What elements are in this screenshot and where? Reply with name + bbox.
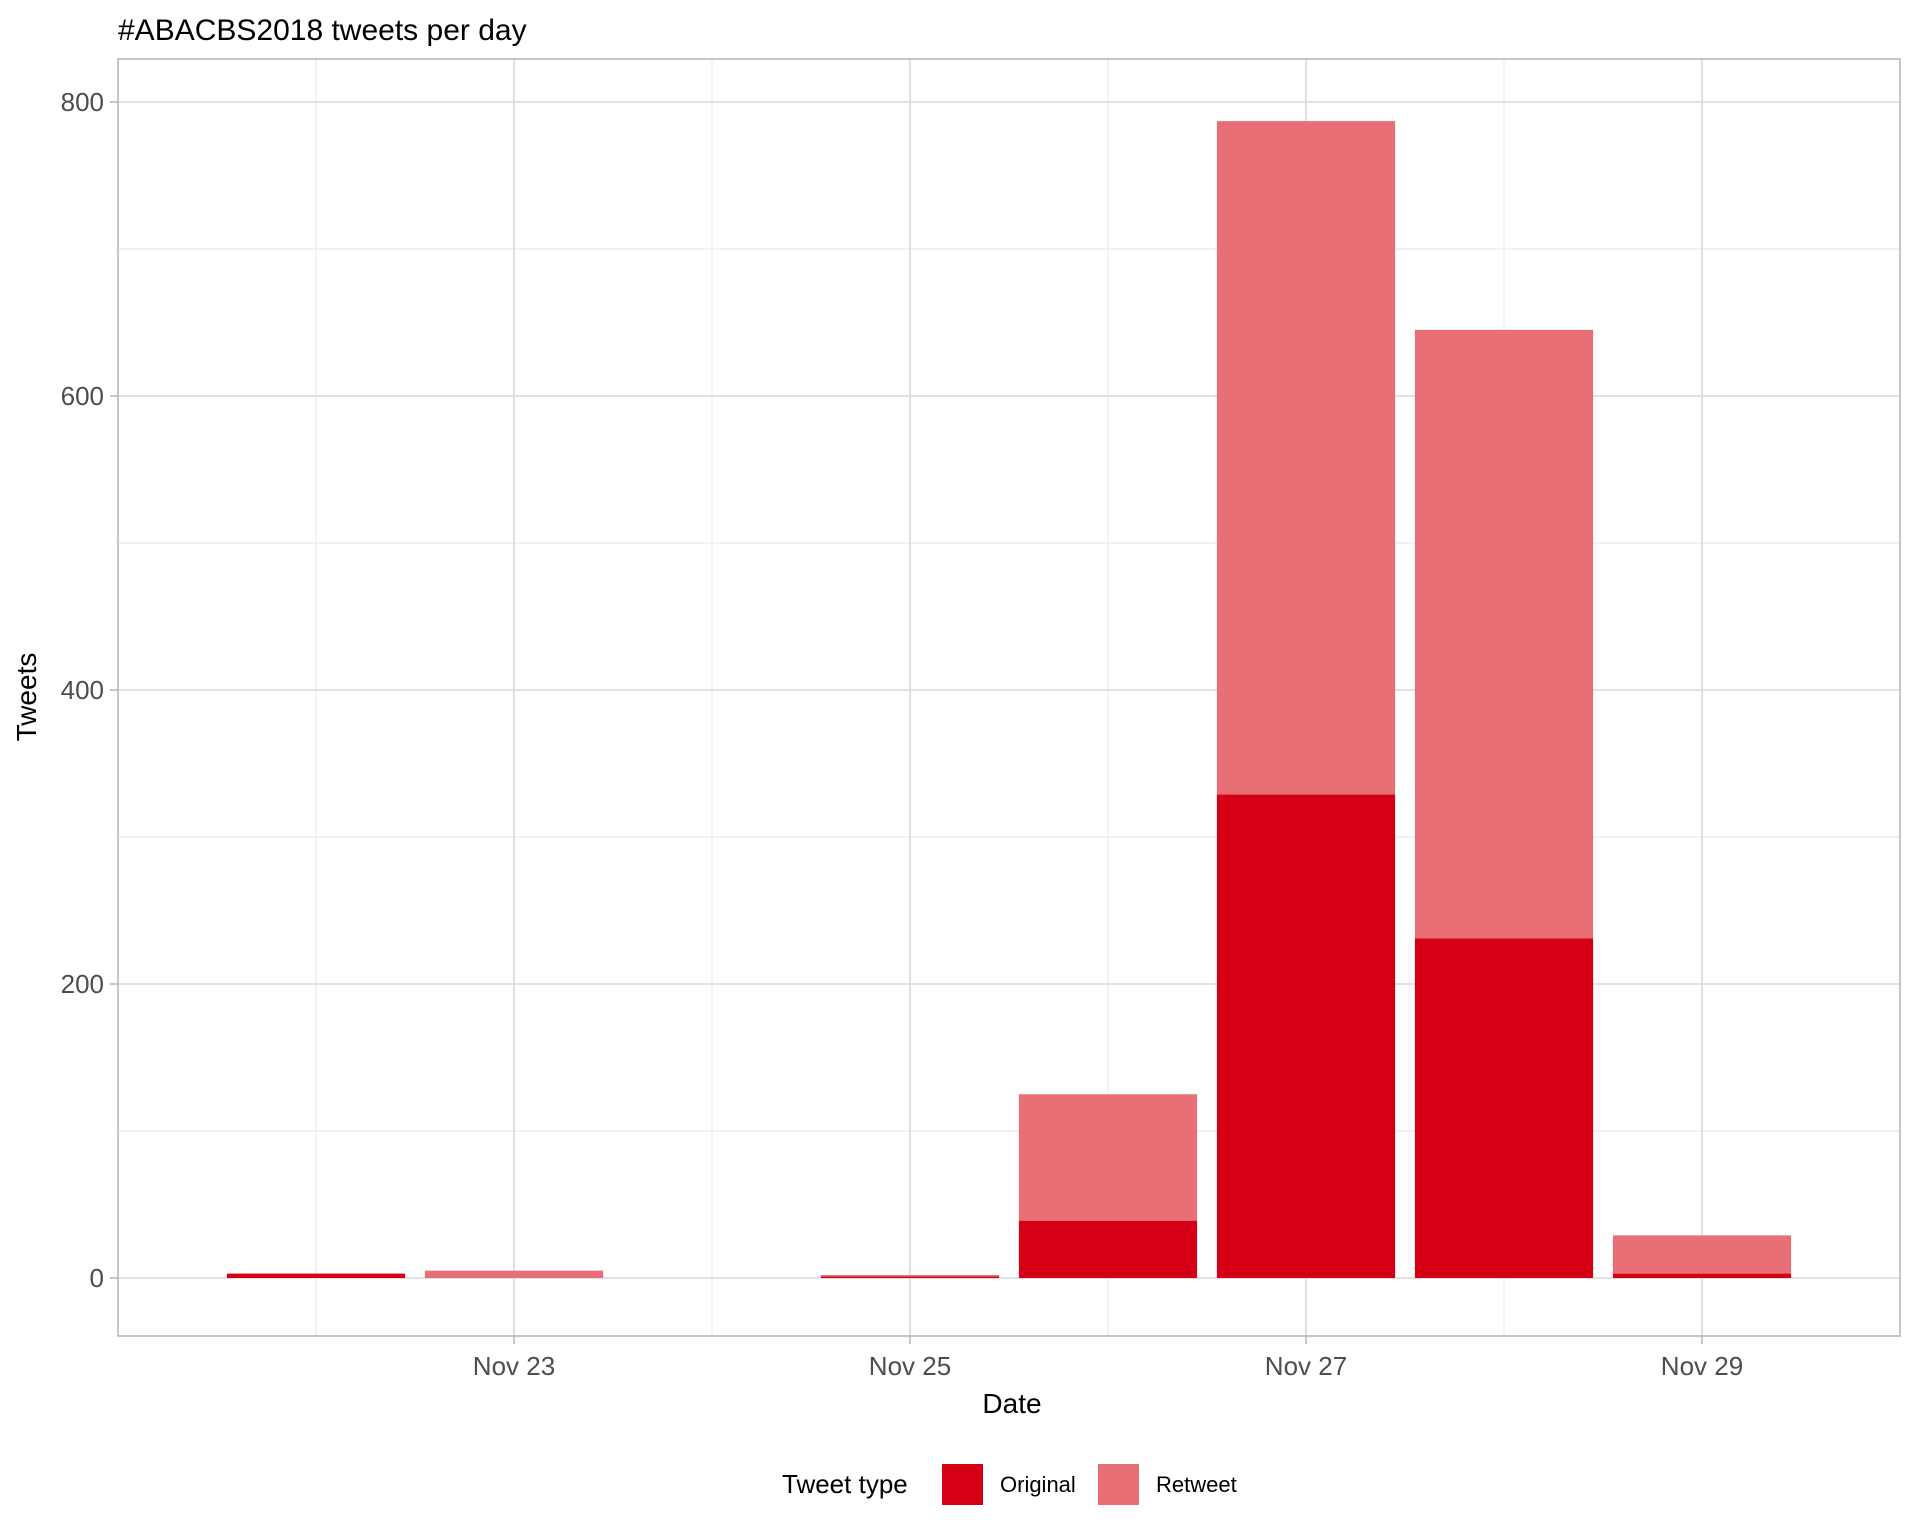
plot-border [117,58,1901,1337]
legend: Tweet type Original Retweet [782,1464,1237,1505]
x-tick-label: Nov 29 [1661,1351,1743,1381]
legend-title: Tweet type [782,1469,908,1499]
y-axis-title: Tweets [11,653,42,742]
bar-retweet-2018-11-29 [1612,1235,1792,1274]
bar-retweet-2018-11-27 [1216,121,1396,795]
chart-title: #ABACBS2018 tweets per day [118,14,527,47]
legend-label-original: Original [1000,1472,1076,1497]
y-tick-label: 400 [61,675,104,705]
bar-original-2018-11-28 [1414,938,1594,1278]
bar-original-2018-11-29 [1612,1273,1792,1278]
bar-original-2018-11-25 [820,1276,1000,1279]
y-tick-label: 200 [61,969,104,999]
bar-retweet-2018-11-28 [1414,329,1594,939]
y-axis-ticks: 0 200 400 600 800 [61,87,118,1293]
legend-label-retweet: Retweet [1156,1472,1237,1497]
x-tick-label: Nov 27 [1265,1351,1347,1381]
bar-original-2018-11-22 [226,1273,406,1278]
y-tick-label: 0 [90,1263,104,1293]
legend-swatch-retweet [1098,1464,1139,1505]
grid-major-y [118,101,1900,1279]
plot-panel [118,59,1900,1336]
bar-retweet-2018-11-25 [820,1275,1000,1277]
grid-minor-y [118,248,1900,1132]
bar-retweet-2018-11-23 [424,1270,604,1278]
bars [226,121,1792,1279]
x-axis-title: Date [982,1388,1041,1419]
legend-swatch-original [942,1464,983,1505]
y-tick-label: 800 [61,87,104,117]
x-tick-label: Nov 23 [473,1351,555,1381]
bar-original-2018-11-26 [1018,1220,1198,1278]
bar-retweet-2018-11-26 [1018,1094,1198,1221]
y-tick-label: 600 [61,381,104,411]
bar-original-2018-11-27 [1216,794,1396,1278]
x-tick-label: Nov 25 [869,1351,951,1381]
x-axis-ticks: Nov 23 Nov 25 Nov 27 Nov 29 [473,1336,1743,1381]
